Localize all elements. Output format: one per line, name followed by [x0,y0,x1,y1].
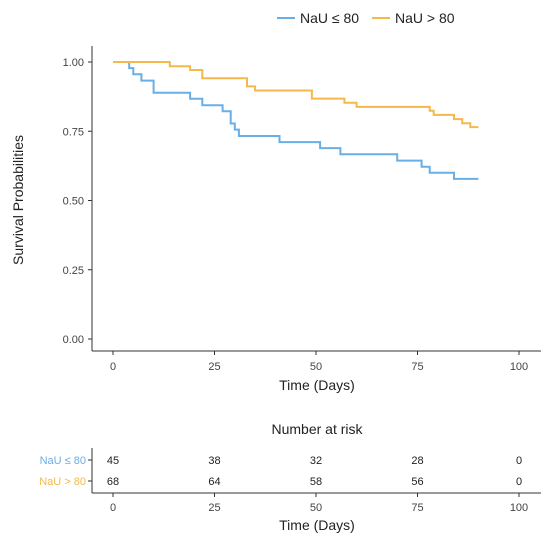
risk-x-tick-label: 75 [411,502,423,514]
risk-row-label: NaU ≤ 80 [40,455,86,467]
risk-count: 68 [107,476,119,488]
risk-x-ticks: 0 25 50 75 100 [110,493,528,514]
series-layer [113,61,479,180]
y-ticks: 0.00 0.25 0.50 0.75 1.00 [63,57,92,346]
risk-x-tick-label: 50 [310,502,322,514]
risk-count: 0 [516,476,522,488]
x-tick-label: 100 [510,361,528,373]
risk-count: 64 [208,476,220,488]
risk-count: 0 [516,455,522,467]
x-ticks: 0 25 50 75 100 [110,351,528,373]
risk-rows: NaU ≤ 80 45 38 32 28 0 NaU > 80 68 64 58 56 0 [39,455,522,488]
risk-count: 38 [208,455,220,467]
x-tick-label: 75 [411,361,423,373]
x-tick-label: 25 [208,361,220,373]
y-tick-label: 0.50 [63,196,84,208]
risk-x-axis-title: Time (Days) [279,517,355,533]
x-tick-label: 50 [310,361,322,373]
risk-x-tick-label: 25 [208,502,220,514]
x-axis-title: Time (Days) [279,377,355,393]
y-tick-label: 1.00 [63,57,84,69]
main-plot: 0.00 0.25 0.50 0.75 1.00 0 25 50 75 100 Survival… [10,46,541,393]
risk-count: 56 [411,476,423,488]
x-tick-label: 0 [110,361,116,373]
y-tick-label: 0.75 [63,126,84,138]
risk-count: 45 [107,455,119,467]
risk-count: 58 [310,476,322,488]
survival-curve-nau-le-80 [113,61,479,180]
risk-table: Number at risk NaU ≤ 80 45 38 32 28 0 NaU > 80… [39,421,541,533]
risk-count: 28 [411,455,423,467]
y-tick-label: 0.00 [63,334,84,346]
risk-row-label: NaU > 80 [39,476,86,488]
y-axis-title: Survival Probabilities [10,135,26,265]
risk-x-tick-label: 100 [510,502,528,514]
legend: NaU ≤ 80 NaU > 80 [277,10,455,26]
legend-label-nau-le-80: NaU ≤ 80 [300,10,359,26]
risk-table-title: Number at risk [271,421,363,437]
y-tick-label: 0.25 [63,265,84,277]
risk-x-tick-label: 0 [110,502,116,514]
survival-curve-nau-gt-80 [113,61,479,129]
risk-count: 32 [310,455,322,467]
legend-label-nau-gt-80: NaU > 80 [395,10,455,26]
